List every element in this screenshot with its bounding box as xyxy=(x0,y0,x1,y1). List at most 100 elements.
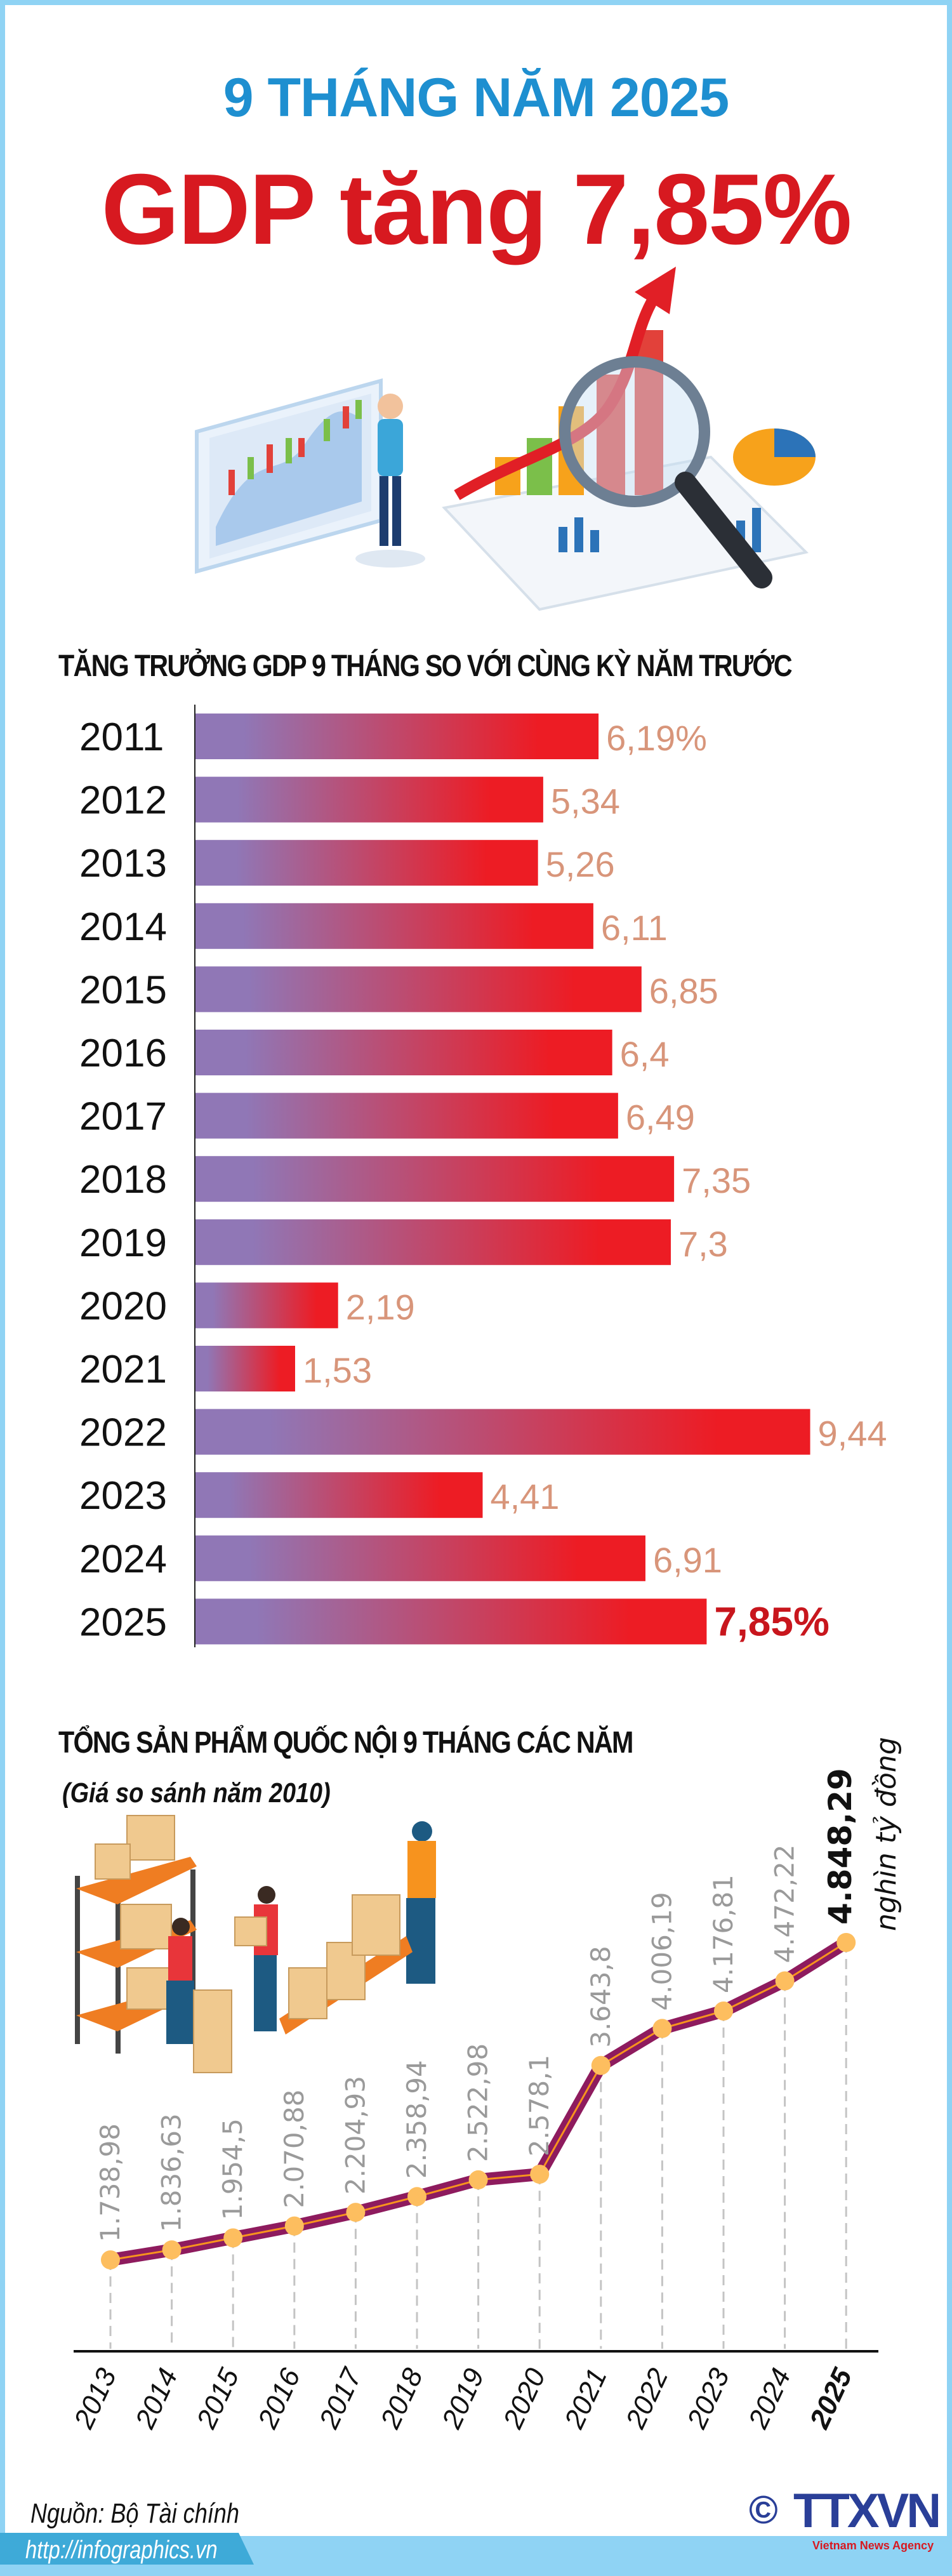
year-label: 2012 xyxy=(79,779,167,823)
year-label: 2020 xyxy=(497,2363,552,2434)
logo-subtext: Vietnam News Agency xyxy=(812,2539,934,2552)
year-label: 2021 xyxy=(79,1348,167,1391)
year-label: 2019 xyxy=(435,2364,490,2434)
value-label: 1.738,98 xyxy=(95,2123,126,2242)
year-label: 2020 xyxy=(79,1284,167,1328)
value-label: 2.578,1 xyxy=(524,2055,555,2156)
bar-2013 xyxy=(195,840,538,886)
bar-2011 xyxy=(195,714,599,759)
value-label: 4.472,22 xyxy=(769,1844,800,1963)
year-label: 2019 xyxy=(79,1221,167,1265)
year-label: 2015 xyxy=(79,968,167,1012)
bar-2022 xyxy=(195,1409,810,1455)
year-label: 2023 xyxy=(79,1474,167,1518)
data-point xyxy=(591,2055,611,2075)
year-label: 2013 xyxy=(68,2363,122,2434)
kicker-title: 9 THÁNG NĂM 2025 xyxy=(223,67,729,128)
value-label: 7,35 xyxy=(682,1160,751,1200)
ttxvn-logo: © TTXVN Vietnam News Agency xyxy=(749,2487,946,2557)
candlestick-board xyxy=(195,378,383,574)
data-point xyxy=(223,2228,243,2248)
bar-2015 xyxy=(195,966,642,1012)
bar-2017 xyxy=(195,1092,618,1139)
year-label: 2011 xyxy=(79,715,164,759)
value-label: 6,91 xyxy=(653,1540,722,1580)
bar-2019 xyxy=(195,1219,671,1265)
bar-2012 xyxy=(195,776,543,823)
value-label: 4,41 xyxy=(490,1477,559,1517)
website-link[interactable]: http://infographics.vn xyxy=(25,2536,218,2564)
logo-text: TTXVN xyxy=(793,2484,941,2538)
bar-2016 xyxy=(195,1030,612,1075)
data-point xyxy=(652,2019,672,2038)
data-point xyxy=(284,2216,304,2236)
person-icon xyxy=(355,394,425,568)
year-label: 2025 xyxy=(803,2363,858,2434)
year-label: 2016 xyxy=(79,1032,167,1075)
year-label: 2016 xyxy=(252,2363,307,2434)
copyright-icon: © xyxy=(749,2488,778,2532)
bar-2020 xyxy=(195,1282,338,1329)
data-point xyxy=(101,2250,120,2269)
data-point xyxy=(836,1933,856,1953)
url-box xyxy=(0,2533,254,2565)
data-point xyxy=(714,2001,733,2021)
line-chart-title: TỔNG SẢN PHẨM QUỐC NỘI 9 THÁNG CÁC NĂM xyxy=(58,1726,633,1760)
growth-arrow-icon xyxy=(454,295,659,500)
value-label: 1.836,63 xyxy=(156,2113,187,2232)
year-label: 2013 xyxy=(79,842,167,886)
value-label: 2.070,88 xyxy=(279,2090,310,2208)
data-point xyxy=(162,2240,182,2260)
bar-chart-title: TĂNG TRƯỞNG GDP 9 THÁNG SO VỚI CÙNG KỲ N… xyxy=(58,649,793,683)
data-point xyxy=(775,1971,795,1991)
year-label: 2018 xyxy=(374,2363,429,2434)
value-label: 3.643,8 xyxy=(585,1946,616,2047)
value-label: 6,11 xyxy=(601,908,668,948)
year-label: 2021 xyxy=(559,2364,613,2434)
data-point xyxy=(530,2165,550,2184)
value-label: 6,19% xyxy=(606,718,707,758)
value-label: 1,53 xyxy=(303,1350,372,1390)
value-label: 7,85% xyxy=(714,1598,829,1644)
source-note: Nguồn: Bộ Tài chính xyxy=(30,2498,239,2529)
year-label: 2014 xyxy=(79,905,167,949)
year-label: 2017 xyxy=(313,2363,368,2434)
year-label: 2018 xyxy=(79,1158,167,1202)
value-label: 5,26 xyxy=(546,844,615,884)
value-label: 9,44 xyxy=(818,1414,887,1454)
bar-2024 xyxy=(195,1535,645,1581)
year-label: 2015 xyxy=(190,2363,245,2434)
data-point xyxy=(468,2170,488,2189)
year-label: 2022 xyxy=(619,2364,674,2434)
value-label: 5,34 xyxy=(551,781,620,821)
growth-illustration xyxy=(195,267,816,611)
value-label: 6,85 xyxy=(649,971,718,1011)
value-label: 7,3 xyxy=(678,1224,728,1264)
value-label: 6,4 xyxy=(620,1034,670,1074)
unit-label: nghìn tỷ đồng xyxy=(870,1737,902,1931)
value-label: 6,49 xyxy=(626,1098,695,1138)
year-label: 2017 xyxy=(79,1095,167,1139)
data-point xyxy=(407,2187,426,2207)
bar-2023 xyxy=(195,1472,483,1518)
magnifier-icon xyxy=(559,356,772,588)
bar-2018 xyxy=(195,1156,675,1202)
value-label: 2.358,94 xyxy=(401,2060,432,2179)
year-label: 2024 xyxy=(79,1537,167,1581)
value-label: 1.954,5 xyxy=(217,2118,248,2220)
bar-2021 xyxy=(195,1346,295,1391)
year-label: 2025 xyxy=(79,1600,167,1644)
headline: GDP tăng 7,85% xyxy=(101,154,852,265)
year-label: 2023 xyxy=(681,2363,736,2434)
value-label: 2,19 xyxy=(346,1287,415,1327)
bar-2025 xyxy=(195,1598,707,1645)
bar-2014 xyxy=(195,903,593,949)
year-label: 2022 xyxy=(79,1411,167,1455)
line-chart-subtitle: (Giá so sánh năm 2010) xyxy=(62,1777,331,1809)
value-label: 4.006,19 xyxy=(646,1892,677,2010)
value-label: 4.848,29 xyxy=(822,1768,859,1925)
year-label: 2014 xyxy=(129,2364,183,2434)
data-point xyxy=(346,2203,366,2222)
